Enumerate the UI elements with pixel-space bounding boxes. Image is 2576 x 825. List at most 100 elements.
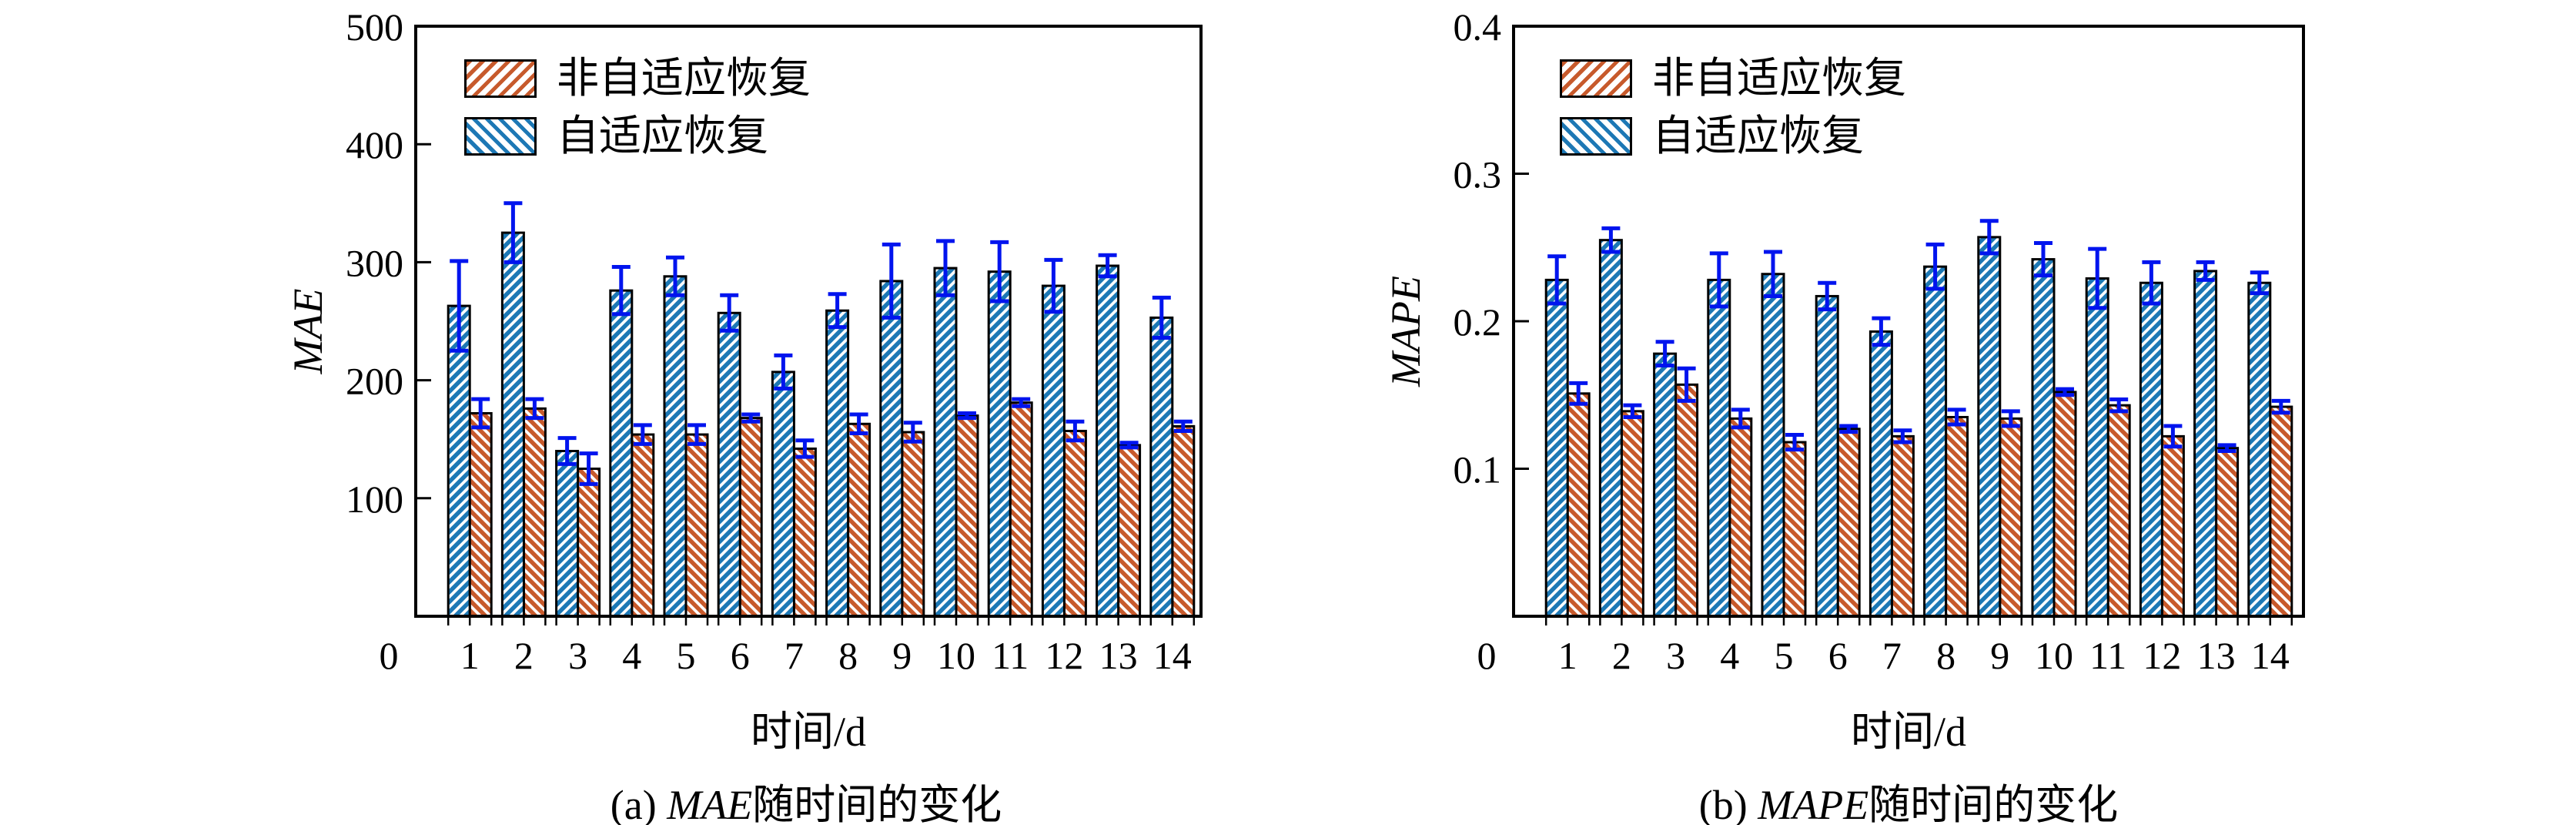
- x-tick-label: 8: [838, 634, 858, 677]
- bar-adaptive-day13: [1096, 264, 1120, 618]
- caption-b-metric: MAPE: [1758, 782, 1869, 825]
- errorbar-nonadaptive-day1: [471, 397, 490, 430]
- plot-frame: [1512, 25, 2305, 618]
- legend-chart-a: 非自适应恢复 自适应恢复: [464, 57, 811, 157]
- x-tick-label: 14: [2251, 634, 2290, 677]
- bar-adaptive-day13: [2193, 270, 2218, 618]
- errorbar-adaptive-day2: [1601, 226, 1621, 254]
- y-tick-label: 300: [346, 241, 403, 284]
- legend-item-adaptive: 自适应恢复: [464, 115, 811, 157]
- x-tick-label: 10: [937, 634, 975, 677]
- bar-nonadaptive-day12: [2160, 434, 2185, 618]
- bar-adaptive-day7: [1868, 330, 1893, 618]
- bar-nonadaptive-day5: [1782, 441, 1807, 618]
- errorbar-adaptive-day4: [611, 265, 631, 317]
- errorbar-adaptive-day9: [1979, 219, 1999, 256]
- caption-chart-b: (b) MAPE随时间的变化: [1699, 770, 2118, 825]
- legend-label-nonadaptive: 非自适应恢复: [1652, 55, 1907, 102]
- y-tick-label: 100: [346, 478, 403, 521]
- errorbar-nonadaptive-day6: [741, 412, 761, 424]
- errorbar-nonadaptive-day7: [1893, 428, 1912, 444]
- errorbar-adaptive-day11: [990, 240, 1009, 304]
- bar-nonadaptive-day4: [631, 433, 655, 618]
- y-tick-label: 500: [346, 5, 403, 49]
- errorbar-nonadaptive-day3: [579, 451, 598, 486]
- x-tick-label: 7: [1882, 634, 1902, 677]
- x-tick-label: 10: [2035, 634, 2073, 677]
- legend-swatch-nonadaptive-icon: [1560, 59, 1632, 98]
- caption-a-prefix: (a): [610, 782, 657, 825]
- x-tick-label: 5: [1775, 634, 1794, 677]
- errorbar-adaptive-day9: [882, 242, 901, 320]
- errorbar-nonadaptive-day8: [849, 412, 868, 436]
- bar-adaptive-day2: [500, 231, 525, 618]
- x-tick-label: 5: [677, 634, 696, 677]
- bar-nonadaptive-day7: [792, 447, 817, 618]
- legend-chart-b: 非自适应恢复 自适应恢复: [1560, 57, 1906, 157]
- errorbar-nonadaptive-day13: [2217, 443, 2236, 454]
- bar-nonadaptive-day10: [2052, 391, 2077, 618]
- bar-nonadaptive-day9: [1999, 417, 2023, 618]
- y-tick-label: 0.1: [1454, 448, 1502, 491]
- legend-swatch-adaptive-icon: [464, 116, 537, 156]
- errorbar-adaptive-day2: [503, 201, 523, 264]
- errorbar-nonadaptive-day11: [2109, 397, 2129, 414]
- x-axis-title-chart-a: 时间/d: [750, 709, 867, 755]
- caption-a-suffix: 随时间的变化: [752, 782, 1002, 825]
- x-tick-label: 8: [1936, 634, 1955, 677]
- bar-adaptive-day9: [1977, 236, 2002, 618]
- errorbar-nonadaptive-day14: [2271, 398, 2290, 415]
- caption-chart-a: (a) MAE随时间的变化: [611, 770, 1002, 825]
- errorbar-nonadaptive-day2: [1623, 403, 1642, 419]
- caption-b-suffix: 随时间的变化: [1868, 782, 2119, 825]
- legend-swatch-adaptive-icon: [1560, 116, 1632, 156]
- x-tick-label: 4: [1720, 634, 1739, 677]
- errorbar-nonadaptive-day2: [525, 397, 544, 421]
- x-tick-label: 2: [514, 634, 534, 677]
- x-tick-label: 13: [1099, 634, 1138, 677]
- errorbar-adaptive-day7: [1872, 316, 1891, 347]
- y-axis-title-mape: MAPE: [1383, 276, 1429, 387]
- bar-nonadaptive-day2: [1620, 410, 1644, 618]
- errorbar-nonadaptive-day14: [1173, 419, 1193, 433]
- errorbar-nonadaptive-day9: [903, 421, 922, 444]
- errorbar-adaptive-day12: [2142, 260, 2161, 306]
- legend-swatch-nonadaptive-icon: [464, 59, 537, 98]
- bar-nonadaptive-day13: [2215, 447, 2240, 618]
- errorbar-adaptive-day7: [774, 353, 793, 391]
- bar-nonadaptive-day2: [522, 407, 547, 618]
- y-tick-label: 400: [346, 123, 403, 166]
- errorbar-adaptive-day10: [2034, 241, 2052, 278]
- legend-item-nonadaptive: 非自适应恢复: [1560, 57, 1906, 99]
- errorbar-adaptive-day8: [1925, 242, 1945, 291]
- errorbar-nonadaptive-day12: [2163, 424, 2183, 449]
- errorbar-nonadaptive-day10: [2056, 387, 2074, 397]
- errorbar-adaptive-day5: [1764, 250, 1782, 298]
- errorbar-nonadaptive-day5: [687, 423, 706, 446]
- caption-b-prefix: (b): [1698, 782, 1748, 825]
- errorbar-nonadaptive-day7: [795, 438, 815, 459]
- bar-nonadaptive-day6: [1836, 428, 1861, 618]
- bar-adaptive-day2: [1598, 239, 1623, 618]
- legend-label-adaptive: 自适应恢复: [1652, 112, 1865, 159]
- x-tick-label: 14: [1153, 634, 1192, 677]
- errorbar-nonadaptive-day11: [1012, 397, 1031, 408]
- bar-nonadaptive-day9: [901, 431, 925, 618]
- y-tick-label: 0.2: [1454, 300, 1502, 344]
- errorbar-adaptive-day10: [936, 239, 955, 297]
- errorbar-nonadaptive-day4: [633, 423, 652, 446]
- errorbar-adaptive-day3: [1655, 340, 1674, 367]
- errorbar-adaptive-day3: [557, 436, 577, 466]
- legend-label-nonadaptive: 非自适应恢复: [557, 55, 811, 102]
- bar-adaptive-day7: [771, 371, 795, 618]
- bar-nonadaptive-day11: [2106, 404, 2131, 618]
- errorbar-nonadaptive-day5: [1785, 432, 1804, 452]
- errorbar-nonadaptive-day8: [1947, 407, 1966, 427]
- bar-adaptive-day9: [879, 280, 904, 618]
- x-tick-label: 3: [568, 634, 587, 677]
- bar-adaptive-day12: [2139, 281, 2163, 618]
- bar-adaptive-day6: [717, 311, 741, 618]
- bar-adaptive-day3: [1653, 352, 1678, 618]
- x-tick-label: 6: [731, 634, 750, 677]
